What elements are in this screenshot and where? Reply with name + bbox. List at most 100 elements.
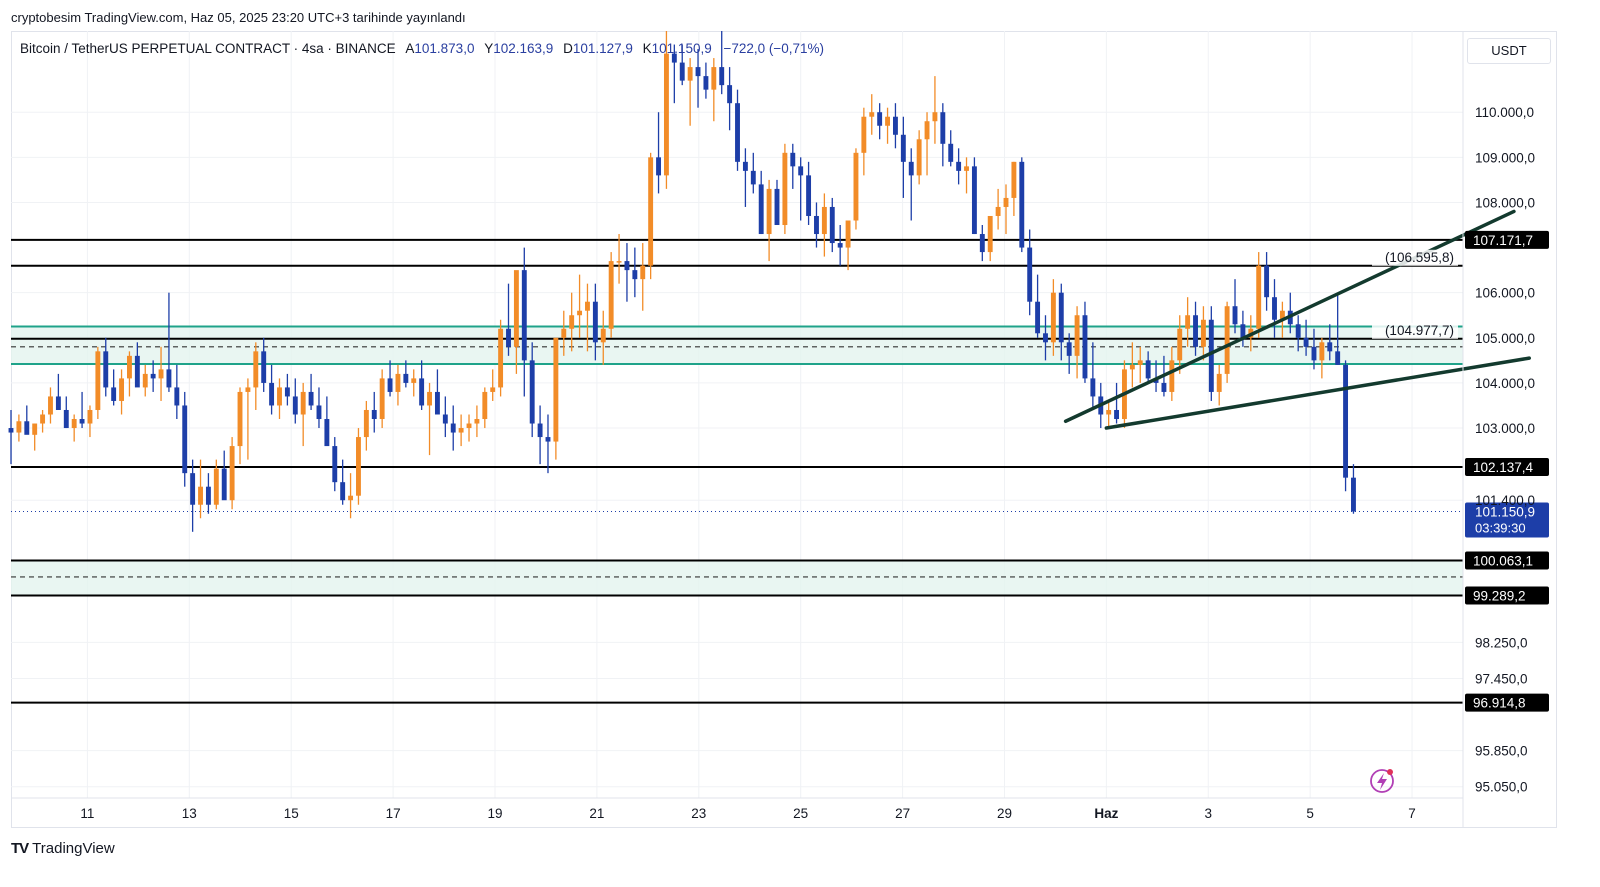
candle-body — [387, 378, 393, 392]
last-price-tag: 101.150,9 — [1475, 504, 1535, 519]
candle-body — [900, 134, 906, 162]
candle-body — [711, 67, 717, 90]
level-labels: 107.171,7 (106.595,8) (104.977,7) 102.137,4… — [1372, 230, 1549, 712]
y-tick-label: 103.000,0 — [1475, 421, 1535, 436]
symbol-title[interactable]: Bitcoin / TetherUS PERPETUAL CONTRACT · … — [20, 41, 396, 56]
x-tick-label: 29 — [997, 806, 1012, 821]
candle-body — [427, 391, 432, 406]
price-axis-tag-bg — [1465, 586, 1549, 605]
candle-body — [95, 351, 101, 410]
candle-body — [442, 414, 448, 424]
candle-body — [150, 373, 156, 379]
candle-body — [916, 139, 922, 176]
candle-body — [742, 161, 748, 171]
candle-body — [869, 112, 875, 117]
candle-body — [253, 351, 259, 388]
support-resistance-zone — [11, 560, 1463, 596]
candle-body — [466, 423, 472, 429]
candle-body — [269, 382, 275, 406]
candle-body — [450, 423, 456, 433]
open-value: 101.873,0 — [414, 41, 475, 56]
candle-body — [892, 116, 898, 135]
candle-body — [1193, 315, 1198, 347]
last-price-tag-bg — [1465, 502, 1549, 538]
flash-icon-dot — [1387, 769, 1393, 775]
tradingview-logo[interactable]: TV TradingView — [11, 840, 115, 857]
candle-body — [1074, 315, 1080, 356]
candle-body — [182, 405, 188, 474]
x-tick-label: 27 — [895, 806, 910, 821]
candle-body — [87, 409, 93, 424]
inline-level-label-bg — [1372, 322, 1458, 339]
candle-body — [814, 215, 819, 235]
trendline — [1104, 356, 1531, 430]
candle-body — [32, 423, 38, 435]
tradingview-logo-text: TradingView — [32, 840, 115, 857]
candle-body — [537, 423, 543, 438]
candle-body — [932, 112, 938, 122]
candle-body — [1335, 351, 1341, 365]
trendline — [1063, 209, 1516, 424]
y-tick-label: 109.000,0 — [1475, 150, 1535, 165]
candle-body — [964, 166, 969, 171]
candle-body — [1279, 310, 1285, 320]
price-axis-tag-bg — [1465, 551, 1549, 570]
candle-body — [1019, 161, 1025, 248]
price-axis-tag: 107.171,7 — [1473, 233, 1533, 248]
x-tick-label: 11 — [80, 806, 94, 821]
candle-body — [79, 419, 85, 424]
candle-body — [332, 446, 338, 483]
candle-body — [419, 378, 425, 406]
y-tick-label: 101.400,0 — [1475, 493, 1535, 508]
candle-body — [735, 103, 740, 162]
horizontal-levels — [11, 238, 1463, 704]
candle-body — [908, 161, 914, 176]
candle-body — [506, 328, 511, 347]
flash-icon[interactable] — [1370, 769, 1394, 793]
candle-body — [829, 206, 835, 244]
y-tick-label: 105.000,0 — [1475, 331, 1535, 346]
inline-level-label: (104.977,7) — [1385, 323, 1454, 338]
tradingview-logo-mark: TV — [11, 840, 29, 857]
candle-body — [1264, 265, 1270, 298]
candle-body — [24, 421, 30, 435]
candle-body — [434, 391, 440, 415]
candle-body — [474, 419, 480, 424]
candle-body — [1003, 197, 1009, 207]
currency-button[interactable]: USDT — [1467, 38, 1551, 64]
candle-body — [632, 270, 638, 280]
candle-body — [995, 206, 1001, 216]
candle-body — [245, 387, 251, 392]
x-tick-label: 17 — [386, 806, 401, 821]
candle-body — [1319, 342, 1325, 361]
candle-body — [545, 437, 551, 442]
change-value: −722,0 (−0,71%) — [723, 41, 825, 56]
candle-body — [766, 188, 772, 235]
y-tick-label: 106.000,0 — [1475, 286, 1535, 301]
candle-body — [861, 116, 867, 153]
candle-body — [205, 486, 211, 505]
candle-body — [8, 428, 14, 433]
candle-body — [569, 315, 575, 329]
candle-body — [592, 301, 598, 343]
candle-body — [1343, 364, 1349, 478]
candle-body — [529, 360, 535, 424]
candle-body — [1106, 409, 1112, 415]
candle-body — [1351, 477, 1356, 512]
candle-body — [1129, 364, 1135, 370]
price-axis-tag-bg — [1465, 230, 1549, 249]
candle-body — [577, 310, 583, 316]
candle-body — [103, 351, 109, 388]
candle-body — [948, 143, 954, 162]
candle-body — [340, 482, 346, 501]
y-tick-label: 98.250,0 — [1475, 635, 1528, 650]
inline-level-label: (106.595,8) — [1385, 250, 1454, 265]
candle-body — [1224, 306, 1230, 374]
candle-body — [940, 112, 946, 144]
price-axis-tag: 99.289,2 — [1473, 588, 1526, 603]
price-axis-tag: 96.914,8 — [1473, 696, 1526, 711]
y-tick-label: 95.850,0 — [1475, 744, 1528, 759]
candle-body — [142, 373, 148, 388]
flash-icon-ring — [1370, 769, 1394, 793]
